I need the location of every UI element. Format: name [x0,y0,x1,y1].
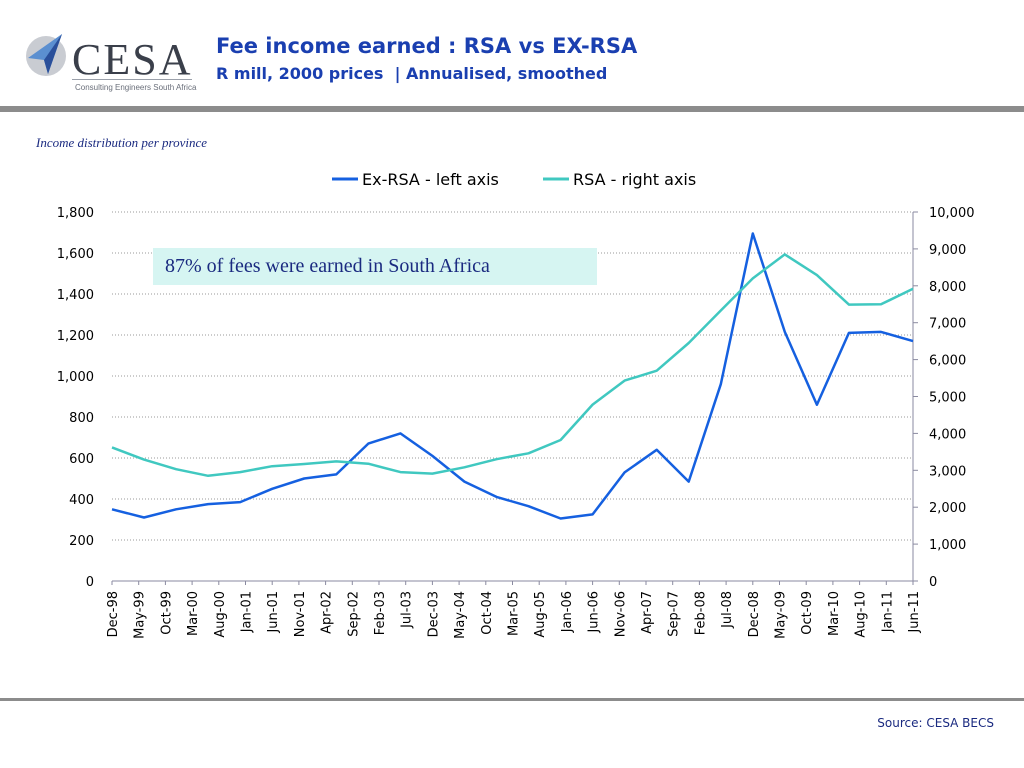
right-axis-tick-label: 5,000 [929,391,966,406]
left-axis-tick-label: 1,000 [57,370,94,385]
line-chart: 0 200 400 600 800 1,000 1,200 1,400 1,600 1,800 0… [57,170,975,639]
right-axis-tick-label: 7,000 [929,317,966,332]
x-axis-tick-label: Jul-03 [400,591,415,629]
logo-tagline: Consulting Engineers South Africa [75,83,197,92]
left-axis-tick-label: 1,800 [57,206,94,221]
chart-legend: Ex-RSA - left axis RSA - right axis [332,170,696,189]
left-axis-tick-label: 1,600 [57,247,94,262]
x-axis-tick-label: Aug-10 [854,591,869,638]
chart-caption: Income distribution per province [36,135,208,150]
x-axis-tick-label: Apr-07 [640,591,655,634]
left-axis-tick-label: 800 [69,411,94,426]
x-axis-tick-label: Oct-09 [800,591,815,635]
logo-divider [72,79,192,80]
x-axis-tick-label: Dec-08 [747,591,762,637]
logo-wordmark: CESA [72,35,193,84]
legend-label: RSA - right axis [573,170,696,189]
x-axis-tick-label: Jul-08 [720,591,735,629]
x-axis-tick-label: Sep-02 [346,591,361,637]
left-axis-tick-label: 1,200 [57,329,94,344]
right-axis-tick-label: 6,000 [929,354,966,369]
x-axis-tick-label: Mar-05 [507,591,522,636]
chart-annotation: 87% of fees were earned in South Africa [153,248,597,285]
x-axis-tick-label: May-09 [774,591,789,639]
legend-label: Ex-RSA - left axis [362,170,499,189]
left-axis-ticks: 0 200 400 600 800 1,000 1,200 1,400 1,600 1,800 [57,206,94,590]
right-axis-ticks: 0 1,000 2,000 3,000 4,000 5,000 6,000 7,000 8,00… [913,206,975,590]
x-axis-tick-label: May-04 [453,591,468,639]
x-axis-tick-label: Jun-11 [907,591,922,634]
right-axis-tick-label: 4,000 [929,427,966,442]
x-axis-tick-label: Nov-06 [613,591,628,637]
left-axis-tick-label: 400 [69,493,94,508]
chart-series [111,232,914,520]
x-axis-tick-label: Jan-01 [240,591,255,633]
x-axis-tick-label: Oct-04 [480,591,495,635]
right-axis-tick-label: 0 [929,575,937,590]
x-axis-tick-label: Dec-98 [106,591,121,637]
x-axis-tick-label: Aug-05 [533,591,548,638]
left-axis-tick-label: 600 [69,452,94,467]
x-axis-tick-label: Feb-03 [373,591,388,635]
x-axis-tick-label: Sep-07 [667,591,682,637]
x-axis-tick-label: Dec-03 [426,591,441,637]
x-axis-tick-label: Oct-99 [159,591,174,635]
page-title: Fee income earned : RSA vs EX-RSA [216,34,638,58]
right-axis-tick-label: 10,000 [929,206,975,221]
x-axis-tick-label: Jan-11 [880,591,895,633]
left-axis-tick-label: 0 [86,575,94,590]
x-axis-tick-label: Feb-08 [693,591,708,635]
x-axis-tick-label: Jun-01 [266,591,281,634]
x-axis-tick-label: Jan-06 [560,591,575,633]
right-axis-tick-label: 9,000 [929,243,966,258]
right-axis-tick-label: 2,000 [929,501,966,516]
left-axis-tick-label: 1,400 [57,288,94,303]
series-line-ex-rsa [111,232,914,520]
x-axis-ticks: Dec-98 May-99 Oct-99 Mar-00 Aug-00 Jan-01 Jun-… [106,581,922,639]
x-axis-tick-label: Mar-00 [186,591,201,636]
x-axis-tick-label: Jun-06 [587,591,602,634]
right-axis-tick-label: 3,000 [929,464,966,479]
left-axis-tick-label: 200 [69,534,94,549]
x-axis-tick-label: Aug-00 [213,591,228,638]
x-axis-tick-label: Apr-02 [320,591,335,634]
cesa-logo-icon [26,34,66,76]
source-note: Source: CESA BECS [877,716,994,730]
x-axis-tick-label: Nov-01 [293,591,308,637]
x-axis-tick-label: Mar-10 [827,591,842,636]
page-subtitle: R mill, 2000 prices | Annualised, smooth… [216,64,608,83]
right-axis-tick-label: 8,000 [929,280,966,295]
footer-divider [0,698,1024,701]
series-line-rsa [111,253,914,478]
header-divider [0,106,1024,112]
x-axis-tick-label: May-99 [133,591,148,639]
right-axis-tick-label: 1,000 [929,538,966,553]
